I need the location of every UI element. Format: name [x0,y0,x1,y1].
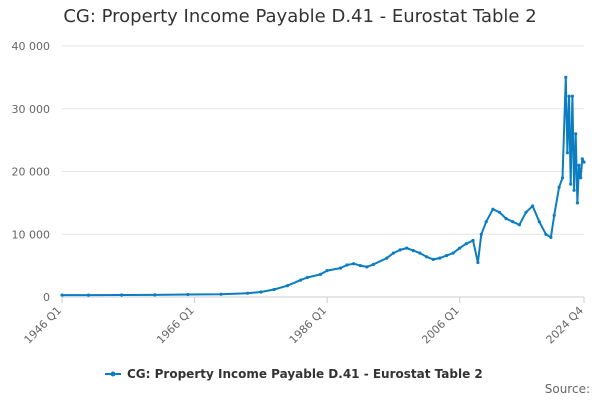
data-point[interactable] [391,251,395,255]
data-point[interactable] [574,132,578,136]
data-point[interactable] [567,94,571,98]
data-point[interactable] [580,157,584,161]
data-point[interactable] [86,293,91,297]
data-point[interactable] [305,275,309,280]
grid-layer [62,45,584,298]
y-axis: 0 10 000 20 000 30 000 40 000 [12,40,51,304]
data-point[interactable] [352,262,356,266]
data-point[interactable] [570,94,575,98]
data-point[interactable] [385,256,389,260]
legend-marker [110,371,116,377]
data-point[interactable] [60,293,64,297]
data-point[interactable] [246,291,250,295]
data-point[interactable] [569,182,573,186]
data-point[interactable] [299,278,303,282]
x-tick-label: 2024 Q4 [544,304,587,347]
x-axis: 1946 Q1 1966 Q1 1986 Q1 2006 Q1 2024 Q4 [22,297,587,347]
data-point[interactable] [318,272,323,276]
x-tick-label: 2006 Q1 [419,304,462,347]
data-point[interactable] [418,251,422,255]
data-point[interactable] [544,232,548,236]
y-tick-label: 30 000 [12,103,51,116]
data-point[interactable] [479,232,483,236]
data-point[interactable] [451,251,455,255]
data-point[interactable] [431,257,435,261]
series-layer [60,75,586,297]
data-point[interactable] [537,220,541,224]
data-point[interactable] [504,217,508,221]
data-point[interactable] [471,238,475,243]
data-point[interactable] [398,248,402,252]
data-point[interactable] [153,293,157,297]
source-label: Source: [544,382,590,396]
data-point[interactable] [582,160,586,164]
data-point[interactable] [345,263,349,267]
data-point[interactable] [552,213,556,217]
data-point[interactable] [549,235,553,239]
y-tick-label: 40 000 [12,40,51,53]
y-tick-label: 20 000 [12,166,51,179]
data-point[interactable] [325,269,329,273]
data-point[interactable] [531,204,535,208]
data-point[interactable] [575,201,580,205]
data-point[interactable] [405,246,409,250]
x-tick-label: 1946 Q1 [22,304,65,347]
chart-title: CG: Property Income Payable D.41 - Euros… [63,6,537,27]
data-point[interactable] [517,223,522,227]
legend[interactable]: CG: Property Income Payable D.41 - Euros… [105,367,483,381]
data-point[interactable] [425,255,429,259]
data-point[interactable] [560,176,565,180]
data-point[interactable] [577,163,581,167]
data-point[interactable] [371,262,376,266]
y-tick-label: 10 000 [12,228,51,241]
data-point[interactable] [491,207,495,211]
data-point[interactable] [444,254,449,258]
y-tick-label: 0 [43,291,50,304]
data-point[interactable] [411,249,415,253]
data-point[interactable] [219,292,223,296]
data-point[interactable] [259,290,263,294]
data-point[interactable] [564,75,568,79]
data-point[interactable] [476,260,480,265]
data-point[interactable] [565,151,570,155]
data-point[interactable] [272,287,276,292]
data-point[interactable] [579,176,583,180]
x-tick-label: 1986 Q1 [287,304,330,347]
data-point[interactable] [572,188,576,192]
x-tick-label: 1966 Q1 [154,304,197,347]
data-point[interactable] [365,265,369,269]
data-point[interactable] [557,185,561,189]
legend-label: CG: Property Income Payable D.41 - Euros… [127,367,483,381]
data-point[interactable] [186,292,190,297]
data-point[interactable] [338,266,342,270]
data-point[interactable] [464,242,468,246]
data-point[interactable] [358,264,362,268]
data-point[interactable] [120,293,124,297]
data-point[interactable] [438,256,442,260]
series-line [62,76,585,297]
data-point[interactable] [497,210,502,214]
data-point[interactable] [285,284,289,288]
data-point[interactable] [484,220,488,224]
data-point[interactable] [524,210,528,214]
data-point[interactable] [458,246,462,250]
data-point[interactable] [511,220,515,224]
